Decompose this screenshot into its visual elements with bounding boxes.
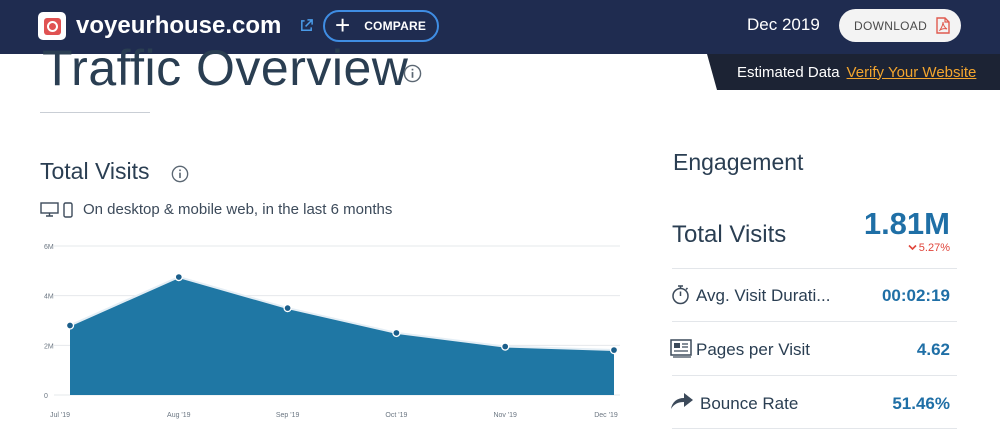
info-icon[interactable] [171,165,189,183]
bounce-rate-label: Bounce Rate [700,394,799,413]
external-link-icon[interactable] [299,18,314,33]
mobile-icon [63,201,73,218]
total-visits-chart-svg: 0 2M 4M 6M Jul '19 Aug '19 Sep '19 Oct '19 Nov '… [44,244,620,419]
data-point [609,345,619,355]
area-series [70,277,614,395]
plus-icon: + [335,10,351,40]
total-visits-chart: 0 2M 4M 6M Jul '19 Aug '19 Sep '19 Oct '19 Nov '… [0,230,640,445]
site-favicon-icon [38,12,66,40]
x-tick-label: Dec '19 [594,412,618,419]
chevron-down-icon [908,244,917,251]
data-point [174,272,183,282]
download-label: DOWNLOAD [854,18,928,33]
total-visits-title: Total Visits [40,158,150,184]
engagement-total-visits-value: 1.81M [863,206,950,241]
engagement-total-visits-label: Total Visits [672,221,787,248]
x-tick-label: Sep '19 [276,412,300,419]
y-tick-label: 6M [44,244,54,251]
y-tick-label: 2M [44,343,54,350]
x-tick-label: Oct '19 [385,412,407,419]
series-line [69,275,615,352]
pages-per-visit-value: 4.62 [916,340,950,359]
pdf-icon [936,17,950,34]
compare-label: COMPARE [364,19,427,33]
bounce-arrow-icon [671,393,693,409]
visits-change-value: 5.27% [918,242,950,254]
verify-website-link[interactable]: Verify Your Website [846,63,977,81]
avg-visit-duration-value: 00:02:19 [881,286,950,305]
pages-icon [670,339,692,358]
stopwatch-icon [672,285,689,305]
y-tick-label: 4M [44,294,54,301]
engagement-divider [672,321,957,322]
x-tick-label: Nov '19 [493,412,517,419]
x-tick-label: Aug '19 [167,412,191,419]
top-bar: voyeurhouse.com + COMPARE Dec 2019 DOWNL… [0,0,1000,54]
date-selector[interactable]: Dec 2019 [747,15,820,34]
desktop-icon [40,202,59,217]
engagement-divider [672,428,957,429]
site-name[interactable]: voyeurhouse.com [76,12,282,39]
device-filter-row: On desktop & mobile web, in the last 6 m… [40,201,392,218]
x-tick-label: Jul '19 [50,412,70,419]
download-button[interactable]: DOWNLOAD [839,9,961,42]
visits-change-badge: 5.27% [850,242,950,254]
pages-per-visit-label: Pages per Visit [696,340,811,359]
estimated-data-banner: Estimated Data Verify Your Website [707,54,1000,90]
estimated-data-label: Estimated Data [737,63,840,81]
page-title: Traffic Overview [42,40,409,96]
avg-visit-duration-label: Avg. Visit Durati... [696,286,831,305]
data-point [501,342,510,351]
title-divider [40,112,150,113]
engagement-divider [672,268,957,269]
engagement-divider [672,375,957,376]
compare-button[interactable]: + COMPARE [323,10,439,42]
engagement-title: Engagement [673,149,804,175]
data-point [392,328,401,338]
data-point [65,321,75,330]
info-icon[interactable] [403,64,422,83]
bounce-rate-value: 51.46% [892,394,950,413]
y-tick-label: 0 [44,393,48,400]
data-point [283,303,292,313]
device-description: On desktop & mobile web, in the last 6 m… [83,201,393,218]
